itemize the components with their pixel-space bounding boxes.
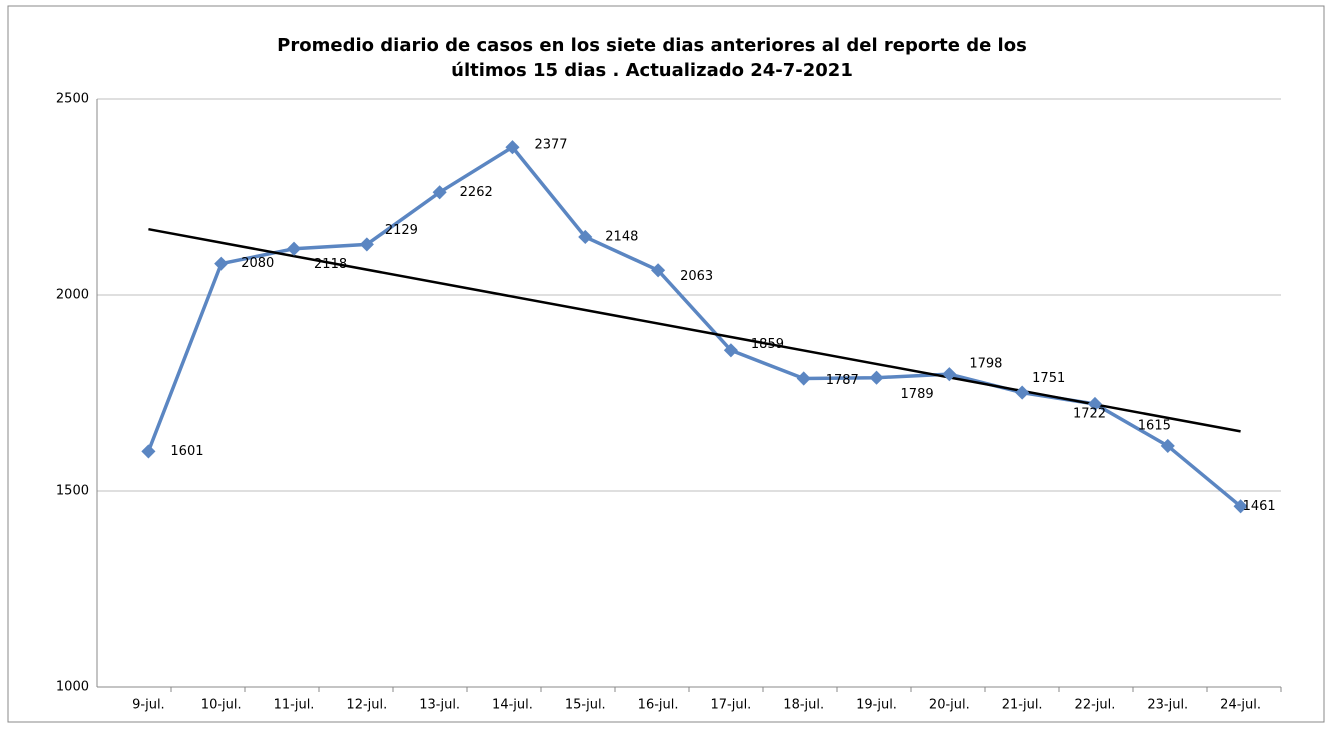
chart-title: últimos 15 dias . Actualizado 24-7-2021 <box>451 60 853 81</box>
y-tick-label: 1000 <box>56 680 89 695</box>
data-label: 2063 <box>680 269 713 284</box>
data-label: 1615 <box>1138 418 1171 433</box>
data-point <box>141 444 156 459</box>
x-tick-label: 20-jul. <box>929 698 970 713</box>
data-label: 2080 <box>241 256 274 271</box>
y-tick-label: 1500 <box>56 484 89 499</box>
data-point <box>1015 385 1030 400</box>
data-label: 1461 <box>1243 499 1276 514</box>
x-tick-label: 10-jul. <box>201 698 242 713</box>
x-tick-label: 13-jul. <box>419 698 460 713</box>
y-tick-label: 2000 <box>56 288 89 303</box>
data-point <box>214 256 229 271</box>
chart-title: Promedio diario de casos en los siete di… <box>277 35 1027 56</box>
x-tick-label: 15-jul. <box>565 698 606 713</box>
data-label: 1798 <box>969 357 1002 372</box>
data-label: 1722 <box>1073 406 1106 421</box>
x-tick-label: 24-jul. <box>1220 698 1261 713</box>
x-tick-label: 19-jul. <box>856 698 897 713</box>
data-point <box>1233 499 1248 514</box>
data-label: 1789 <box>901 387 934 402</box>
data-point <box>796 371 811 386</box>
data-label: 2118 <box>314 257 347 272</box>
data-point <box>942 367 957 382</box>
data-point <box>578 229 593 245</box>
chart-border <box>7 5 1325 723</box>
data-point <box>286 241 302 256</box>
data-label: 1751 <box>1032 371 1065 386</box>
data-label: 1601 <box>170 444 203 459</box>
data-label: 1787 <box>826 373 859 388</box>
data-point <box>505 140 520 155</box>
data-label: 2377 <box>534 138 567 153</box>
data-label: 2148 <box>605 229 638 244</box>
x-tick-label: 11-jul. <box>274 698 315 713</box>
data-label: 2262 <box>460 185 493 200</box>
data-point <box>869 370 884 385</box>
data-label: 2129 <box>385 223 418 238</box>
data-point <box>723 343 738 358</box>
data-point <box>651 263 666 278</box>
x-tick-label: 16-jul. <box>638 698 679 713</box>
x-tick-label: 17-jul. <box>710 698 751 713</box>
x-tick-label: 21-jul. <box>1002 698 1043 713</box>
data-point <box>432 185 447 200</box>
data-point <box>1160 438 1175 453</box>
y-tick-label: 2500 <box>56 92 89 107</box>
x-tick-label: 9-jul. <box>132 698 165 713</box>
data-label: 1859 <box>751 337 784 352</box>
x-tick-label: 18-jul. <box>783 698 824 713</box>
x-tick-label: 14-jul. <box>492 698 533 713</box>
x-tick-label: 23-jul. <box>1147 698 1188 713</box>
data-point <box>1087 396 1103 412</box>
data-point <box>359 237 374 252</box>
trendline <box>148 227 1241 433</box>
x-tick-label: 22-jul. <box>1075 698 1116 713</box>
x-tick-label: 12-jul. <box>346 698 387 713</box>
